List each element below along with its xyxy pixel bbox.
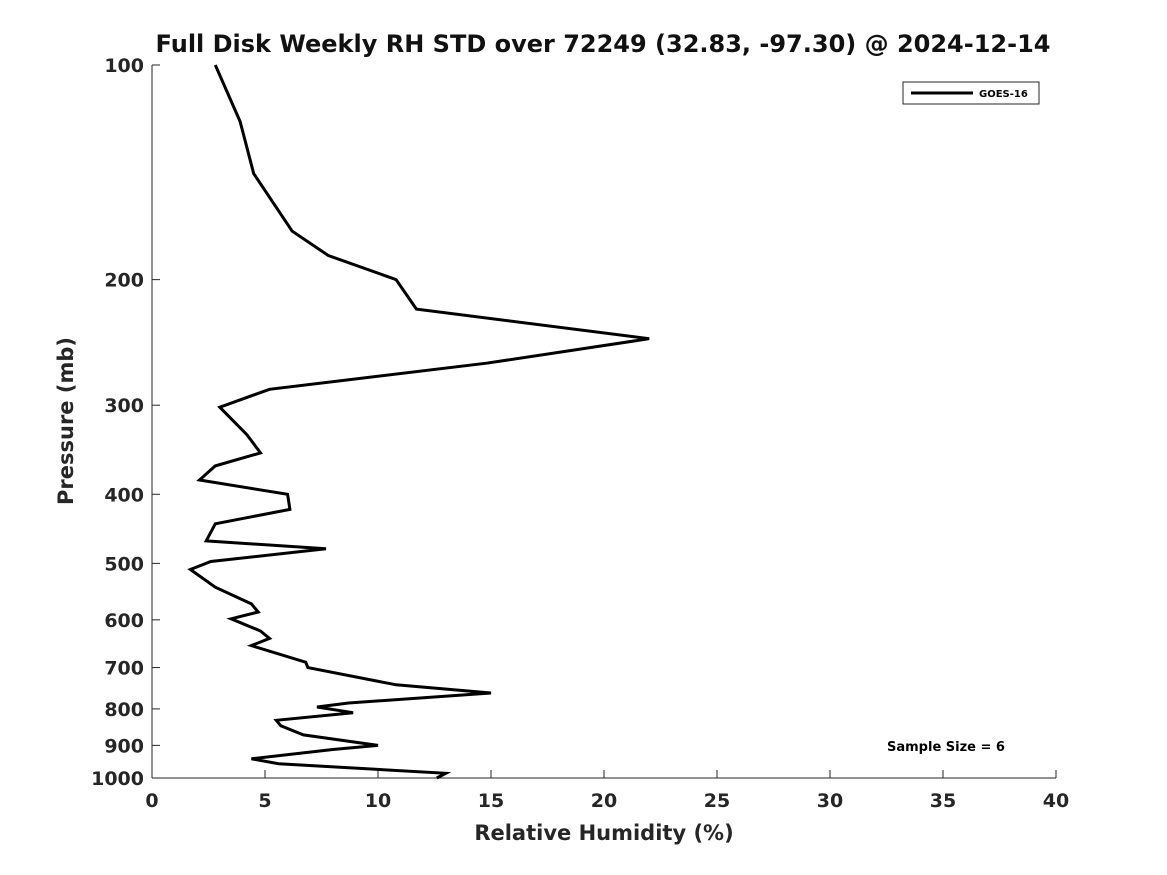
y-tick-label: 500 (104, 553, 144, 575)
x-tick-label: 15 (478, 790, 504, 812)
series-line-goes-16 (187, 64, 650, 780)
y-tick-label: 400 (104, 484, 144, 506)
x-tick-label: 35 (930, 790, 956, 812)
chart-title: Full Disk Weekly RH STD over 72249 (32.8… (156, 30, 1051, 58)
y-tick-label: 800 (104, 699, 144, 721)
y-axis-ticks: 100 200 300 400 500 600 700 800 900 1000 (91, 55, 160, 790)
x-tick-label: 30 (817, 790, 843, 812)
y-tick-label: 100 (104, 55, 144, 77)
x-tick-label: 5 (258, 790, 271, 812)
y-tick-label: 200 (104, 270, 144, 292)
y-tick-label: 700 (104, 658, 144, 680)
x-axis-label: Relative Humidity (%) (474, 821, 733, 845)
y-tick-label: 1000 (91, 768, 144, 790)
x-axis-ticks: 0 5 10 15 20 25 30 35 40 (145, 770, 1069, 812)
y-tick-label: 900 (104, 735, 144, 757)
x-tick-label: 10 (365, 790, 391, 812)
x-tick-label: 25 (704, 790, 730, 812)
series-lines (187, 64, 650, 780)
legend-label-goes16: GOES-16 (979, 89, 1028, 100)
sample-size-annotation: Sample Size = 6 (887, 740, 1005, 755)
y-tick-label: 600 (104, 610, 144, 632)
legend: GOES-16 (902, 81, 1040, 105)
x-tick-label: 0 (145, 790, 158, 812)
x-tick-label: 20 (591, 790, 617, 812)
x-tick-label: 40 (1043, 790, 1069, 812)
y-tick-label: 300 (104, 395, 144, 417)
y-axis-label: Pressure (mb) (54, 337, 78, 505)
